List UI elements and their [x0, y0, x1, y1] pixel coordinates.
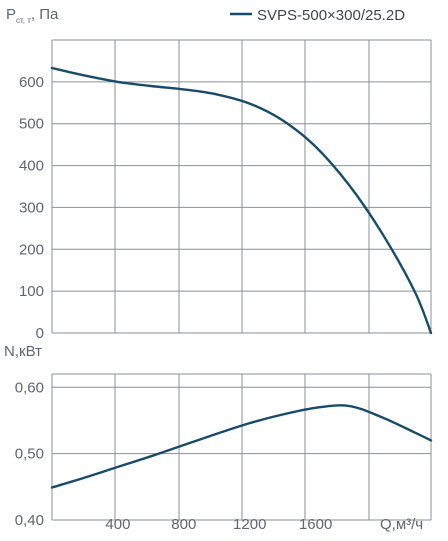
flow-tick-1200: 1200: [233, 516, 266, 533]
pressure-axis-label: Pст, т, Па: [6, 6, 59, 25]
pressure-tick-400: 400: [19, 158, 44, 175]
flow-tick-800: 800: [171, 516, 196, 533]
pressure-tick-100: 100: [19, 283, 44, 300]
flow-axis-label: Q,м³/ч: [380, 516, 423, 533]
power-curve: [50, 404, 433, 489]
pressure-tick-labels: 0 100 200 300 400 500 600: [19, 74, 44, 342]
flow-tick-1600: 1600: [299, 516, 332, 533]
power-grid: [51, 373, 432, 521]
pressure-grid: [51, 39, 432, 334]
pressure-tick-0: 0: [36, 325, 44, 342]
pressure-tick-500: 500: [19, 116, 44, 133]
power-tick-2: 0,60: [15, 379, 44, 396]
power-tick-0: 0,40: [15, 512, 44, 529]
power-tick-labels: 0,40 0,50 0,60: [15, 379, 44, 529]
pressure-tick-300: 300: [19, 199, 44, 216]
legend-label: SVPS-500×300/25.2D: [257, 7, 405, 24]
pressure-tick-600: 600: [19, 74, 44, 91]
power-axis-label: N,кВт: [4, 343, 42, 360]
power-tick-1: 0,50: [15, 446, 44, 463]
pressure-curve: [50, 66, 433, 335]
pressure-tick-200: 200: [19, 241, 44, 258]
flow-tick-labels: 400 800 1200 1600: [105, 516, 332, 533]
flow-tick-400: 400: [105, 516, 130, 533]
